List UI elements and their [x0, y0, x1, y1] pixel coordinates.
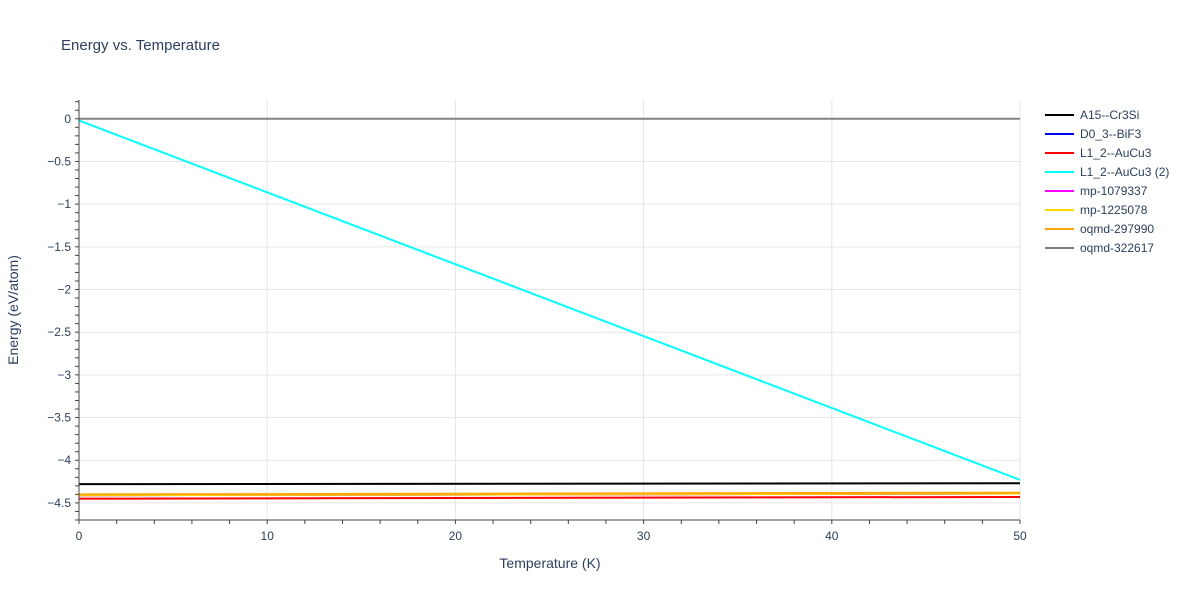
- y-tick-label: −4.5: [47, 496, 71, 510]
- y-tick-label: −0.5: [47, 154, 71, 168]
- legend[interactable]: A15--Cr3Si D0_3--BiF3 L1_2--AuCu3 L1_2--AuC…: [1045, 108, 1169, 255]
- legend-item-d0-3-bif3[interactable]: D0_3--BiF3: [1045, 127, 1142, 141]
- series-line-l1-2-aucu3: [78, 495, 1021, 500]
- y-tick-label: −4: [57, 453, 71, 467]
- chart-title: Energy vs. Temperature: [61, 37, 220, 54]
- y-axis-title: Energy (eV/atom): [5, 255, 21, 365]
- legend-label: oqmd-297990: [1080, 222, 1154, 236]
- legend-item-oqmd-322617[interactable]: oqmd-322617: [1045, 241, 1154, 255]
- x-axis-title: Temperature (K): [499, 555, 600, 571]
- legend-label: D0_3--BiF3: [1080, 127, 1142, 141]
- legend-label: L1_2--AuCu3 (2): [1080, 165, 1169, 179]
- grid: [78, 100, 1021, 520]
- series-layer: [78, 117, 1021, 500]
- x-tick-label: 40: [825, 529, 839, 543]
- x-tick-label: 0: [76, 529, 83, 543]
- x-tick-label: 50: [1013, 529, 1027, 543]
- x-tick-label: 10: [261, 529, 275, 543]
- y-tick-label: −3: [57, 368, 71, 382]
- x-tick-label: 20: [449, 529, 463, 543]
- y-tick-label: −1.5: [47, 240, 71, 254]
- x-tick-label: 30: [637, 529, 651, 543]
- axes: 0 10 20 30 40 50 0 −0.5 −1 −1.5 −2 −2.5 −3 −3.5 −4 −4.5: [47, 100, 1027, 543]
- y-tick-label: −2: [57, 283, 71, 297]
- legend-item-l1-2-aucu3[interactable]: L1_2--AuCu3: [1045, 146, 1152, 160]
- legend-label: A15--Cr3Si: [1080, 108, 1139, 122]
- legend-item-oqmd-297990[interactable]: oqmd-297990: [1045, 222, 1154, 236]
- y-tick-label: −2.5: [47, 325, 71, 339]
- y-tick-label: −1: [57, 197, 71, 211]
- legend-label: oqmd-322617: [1080, 241, 1154, 255]
- legend-label: mp-1225078: [1080, 203, 1148, 217]
- series-line-a15-cr3si: [78, 482, 1021, 486]
- legend-item-mp-1225078[interactable]: mp-1225078: [1045, 203, 1148, 217]
- series-line-l1-2-aucu3-2: [78, 119, 1021, 481]
- series-line-oqmd-297990: [78, 491, 1021, 496]
- y-tick-label: 0: [64, 112, 71, 126]
- legend-item-a15-cr3si[interactable]: A15--Cr3Si: [1045, 108, 1139, 122]
- legend-label: mp-1079337: [1080, 184, 1148, 198]
- legend-item-l1-2-aucu3-2[interactable]: L1_2--AuCu3 (2): [1045, 165, 1169, 179]
- legend-label: L1_2--AuCu3: [1080, 146, 1152, 160]
- legend-item-mp-1079337[interactable]: mp-1079337: [1045, 184, 1148, 198]
- y-tick-label: −3.5: [47, 411, 71, 425]
